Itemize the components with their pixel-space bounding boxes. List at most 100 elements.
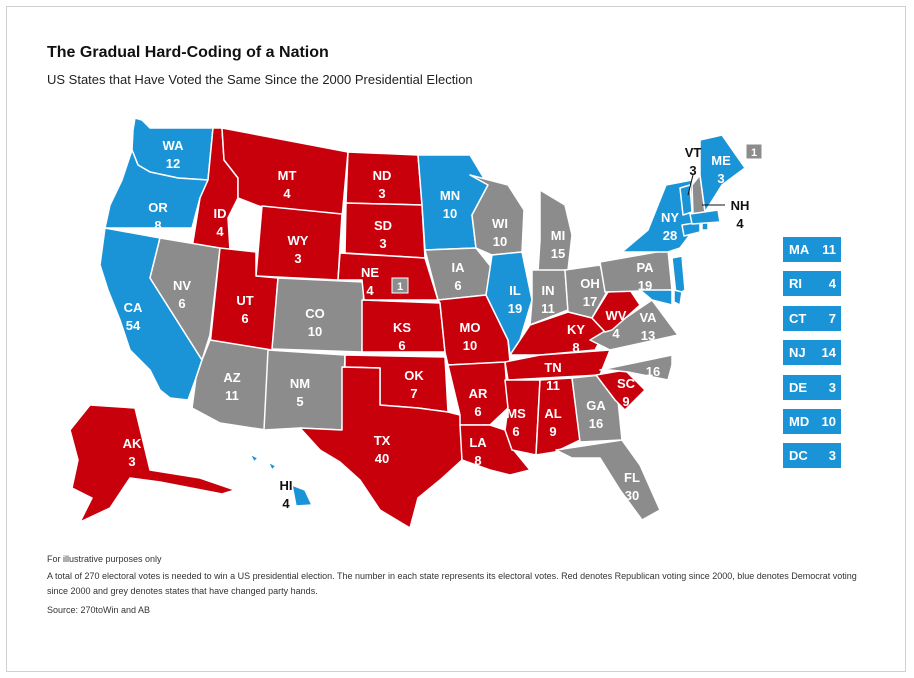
split-vote-me: 1 [751, 147, 757, 159]
state-shape-hi2 [267, 461, 277, 471]
legend-votes: 10 [821, 414, 836, 429]
state-votes-or: 8 [154, 218, 161, 233]
state-votes-ga: 16 [589, 416, 603, 431]
illustrative-note: For illustrative purposes only [47, 554, 162, 564]
state-label-wv: WV [606, 308, 627, 323]
state-votes-ia: 6 [454, 278, 461, 293]
state-shape-me [699, 134, 746, 213]
state-votes-wv: 4 [612, 326, 620, 341]
state-votes-az: 11 [225, 388, 239, 403]
state-votes-ky: 8 [572, 340, 579, 355]
state-votes-tn: 11 [546, 378, 560, 393]
state-label-ne: NE [361, 265, 379, 280]
state-shape-nc [599, 354, 673, 381]
legend-abbr: MD [789, 414, 810, 429]
legend-abbr: DE [789, 379, 808, 395]
state-label-al: AL [544, 406, 561, 421]
state-label-sc: SC [617, 376, 636, 391]
state-label-ok: OK [404, 368, 424, 383]
state-votes-il: 19 [508, 301, 522, 316]
state-label-hi: HI [280, 478, 293, 493]
state-votes-ny: 28 [663, 228, 677, 243]
source-note: Source: 270toWin and AB [47, 605, 151, 615]
vt-leader-line [687, 174, 694, 196]
legend-votes: 4 [828, 276, 836, 292]
state-votes-wy: 3 [294, 251, 301, 266]
map-title: The Gradual Hard-Coding of a Nation [47, 44, 329, 61]
state-label-az: AZ [223, 370, 240, 385]
state-shape-ak [69, 404, 236, 523]
legend-abbr: RI [789, 276, 802, 292]
state-shape-nj [671, 255, 686, 296]
state-votes-me: 3 [717, 171, 724, 186]
state-votes-nc: 16 [646, 364, 660, 379]
state-label-pa: PA [636, 260, 654, 275]
state-label-nc: NC [644, 346, 663, 361]
legend-abbr: MA [789, 242, 810, 257]
state-votes-in: 11 [541, 301, 555, 316]
legend-abbr: NJ [789, 345, 806, 361]
state-shape-az [191, 339, 273, 431]
state-votes-tx: 40 [375, 451, 389, 466]
state-label-me: ME [711, 153, 731, 168]
state-votes-va: 13 [641, 328, 655, 343]
state-votes-ms: 6 [512, 424, 519, 439]
state-label-ar: AR [469, 386, 488, 401]
state-label-mt: MT [278, 168, 297, 183]
legend-votes: 7 [828, 310, 836, 326]
state-votes-ak: 3 [128, 454, 135, 469]
state-votes-mo: 10 [463, 338, 477, 353]
state-shape-vt [679, 184, 693, 216]
state-shape-hi3 [291, 484, 313, 507]
legend-box-ct: CT 7 [783, 305, 841, 331]
state-votes-fl: 30 [625, 488, 639, 503]
state-label-wa: WA [163, 138, 185, 153]
state-votes-pa: 19 [638, 278, 652, 293]
state-shape-la [459, 424, 531, 476]
state-label-nm: NM [290, 376, 310, 391]
state-votes-al: 9 [549, 424, 556, 439]
state-label-wy: WY [288, 233, 309, 248]
state-label-or: OR [148, 200, 168, 215]
state-shape-tn [504, 349, 611, 381]
state-votes-nd: 3 [378, 186, 385, 201]
state-votes-sc: 9 [622, 394, 629, 409]
state-label-il: IL [509, 283, 521, 298]
state-label-ms: MS [506, 406, 526, 421]
state-votes-co: 10 [308, 324, 322, 339]
legend-box-de: DE 3 [783, 374, 841, 400]
state-votes-nm: 5 [296, 394, 303, 409]
state-votes-nv: 6 [178, 296, 185, 311]
state-votes-vt: 3 [689, 163, 696, 178]
state-label-mi: MI [551, 228, 565, 243]
state-votes-ca: 54 [126, 318, 141, 333]
description-note: A total of 270 electoral votes is needed… [47, 571, 857, 596]
state-votes-hi: 4 [282, 496, 290, 511]
split-vote-box-me [745, 143, 763, 160]
state-votes-ut: 6 [241, 311, 248, 326]
state-label-wi: WI [492, 216, 508, 231]
state-label-ut: UT [236, 293, 253, 308]
state-label-tx: TX [374, 433, 391, 448]
state-label-ca: CA [124, 300, 143, 315]
state-label-oh: OH [580, 276, 600, 291]
state-label-la: LA [469, 435, 487, 450]
state-label-ny: NY [661, 210, 679, 225]
legend-votes: 14 [821, 345, 836, 361]
state-label-mn: MN [440, 188, 460, 203]
state-shape-al [535, 377, 581, 456]
state-shape-nv [149, 237, 221, 361]
state-votes-oh: 17 [583, 294, 597, 309]
state-shape-hi1 [249, 453, 259, 463]
split-vote-ne: 1 [397, 281, 403, 293]
state-label-tn: TN [544, 360, 561, 375]
state-votes-mi: 15 [551, 246, 565, 261]
state-label-ks: KS [393, 320, 411, 335]
state-votes-wi: 10 [493, 234, 507, 249]
state-shape-mt [221, 127, 349, 219]
state-label-nv: NV [173, 278, 191, 293]
state-label-sd: SD [374, 218, 392, 233]
legend-box-ri: RI 4 [783, 271, 841, 297]
state-label-nd: ND [373, 168, 392, 183]
